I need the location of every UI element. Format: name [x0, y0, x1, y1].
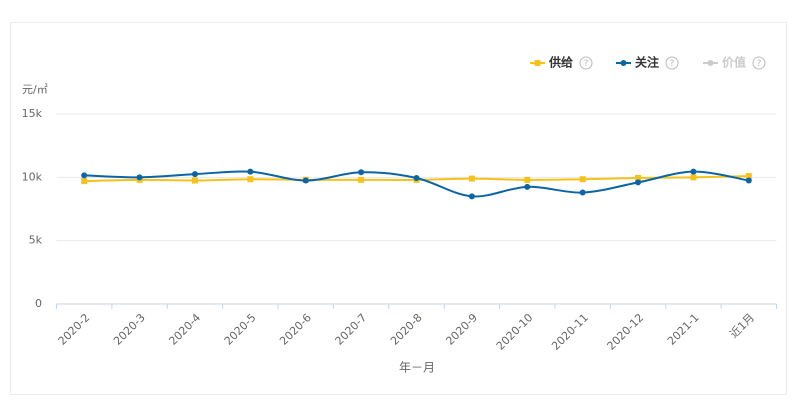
point: [524, 176, 531, 183]
legend-marker: [534, 60, 541, 66]
point: [524, 183, 531, 190]
point: [690, 168, 697, 175]
point: [745, 173, 752, 180]
help-icon: [665, 56, 679, 70]
point: [579, 176, 586, 183]
help-icon-text: ?: [670, 59, 675, 69]
point: [136, 174, 143, 181]
point: [247, 168, 254, 175]
point: [191, 171, 198, 178]
legend-item: 价值?: [703, 55, 766, 70]
help-icon: [752, 56, 766, 70]
point: [690, 174, 697, 181]
y-tick-label: 5k: [29, 234, 43, 247]
point: [191, 177, 198, 184]
point: [358, 176, 365, 183]
legend-item: 关注?: [616, 55, 679, 70]
legend-item: 供给?: [530, 55, 593, 70]
point: [358, 169, 365, 176]
x-axis-label: 年－月: [399, 361, 435, 375]
point: [302, 177, 309, 184]
point: [81, 178, 88, 185]
point: [413, 174, 420, 181]
point: [635, 179, 642, 186]
point: [81, 172, 88, 179]
point: [468, 175, 475, 182]
legend-label: 价值: [722, 55, 746, 70]
y-tick-label: 15k: [22, 107, 43, 120]
point: [247, 176, 254, 183]
y-axis-label: 元/㎡: [22, 83, 48, 96]
point: [635, 174, 642, 181]
y-tick-label: 10k: [22, 170, 43, 183]
help-icon: [579, 56, 593, 70]
help-icon-text: ?: [584, 59, 589, 69]
legend-label: 关注: [635, 55, 659, 70]
point: [745, 177, 752, 184]
legend-label: 供给: [548, 55, 573, 70]
legend-marker: [620, 60, 627, 66]
legend-marker: [707, 60, 714, 66]
point: [468, 193, 475, 200]
help-icon-text: ?: [757, 59, 762, 69]
point: [579, 189, 586, 196]
card: [10, 22, 787, 395]
y-tick-label: 0: [35, 297, 42, 310]
